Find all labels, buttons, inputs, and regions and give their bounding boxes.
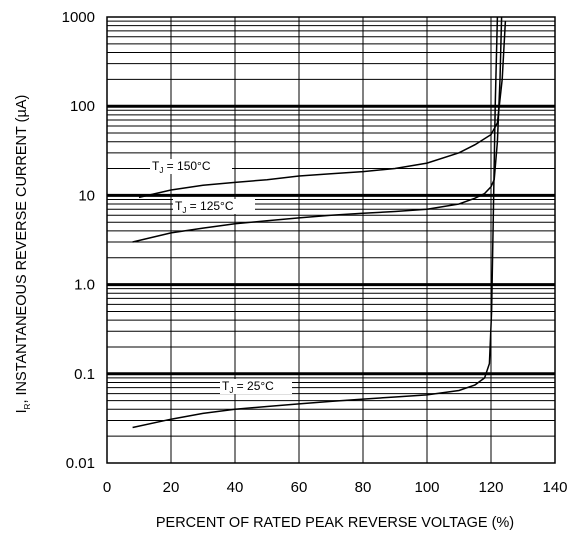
x-tick-label: 0 bbox=[103, 479, 111, 496]
x-tick-label: 20 bbox=[163, 479, 180, 496]
y-tick-label: 1.0 bbox=[74, 277, 95, 294]
x-tick-label: 40 bbox=[227, 479, 244, 496]
curves bbox=[132, 16, 507, 429]
y-axis-symbol: I bbox=[14, 409, 30, 413]
plot-frame bbox=[106, 16, 556, 464]
curve-label-background bbox=[150, 159, 232, 174]
x-tick-label: 100 bbox=[414, 479, 439, 496]
curve-label-series-3: TJ = 25°C bbox=[222, 379, 274, 395]
curve-label-series-2: TJ = 125°C bbox=[175, 199, 234, 215]
y-tick-label: 10 bbox=[78, 187, 95, 204]
x-tick-label: 140 bbox=[542, 479, 567, 496]
tick-labels: 0 20 40 60 80 100 120 140 0.01 0.1 1.0 10 100 1000 bbox=[62, 9, 568, 496]
y-tick-label: 0.1 bbox=[74, 366, 95, 383]
y-tick-label: 1000 bbox=[62, 9, 95, 26]
y-axis-title: IR, INSTANTANEOUS REVERSE CURRENT (µA) bbox=[14, 95, 32, 414]
curve-labels: TJ = 150°C TJ = 125°C TJ = 25°C bbox=[150, 159, 292, 395]
curve-label-background bbox=[173, 199, 255, 214]
curve-label-series-1: TJ = 150°C bbox=[152, 159, 211, 175]
y-tick-label: 100 bbox=[70, 98, 95, 115]
curve-series-3 bbox=[132, 16, 499, 429]
x-tick-label: 120 bbox=[478, 479, 503, 496]
grid bbox=[107, 17, 555, 463]
curve-label-background bbox=[220, 379, 292, 394]
x-axis-title: PERCENT OF RATED PEAK REVERSE VOLTAGE (%… bbox=[156, 515, 514, 531]
y-tick-label: 0.01 bbox=[66, 455, 95, 472]
y-axis-subscript: R bbox=[23, 403, 32, 409]
y-axis-title-rest: , INSTANTANEOUS REVERSE CURRENT (µA) bbox=[14, 95, 30, 404]
x-tick-label: 60 bbox=[291, 479, 308, 496]
x-tick-label: 80 bbox=[355, 479, 372, 496]
